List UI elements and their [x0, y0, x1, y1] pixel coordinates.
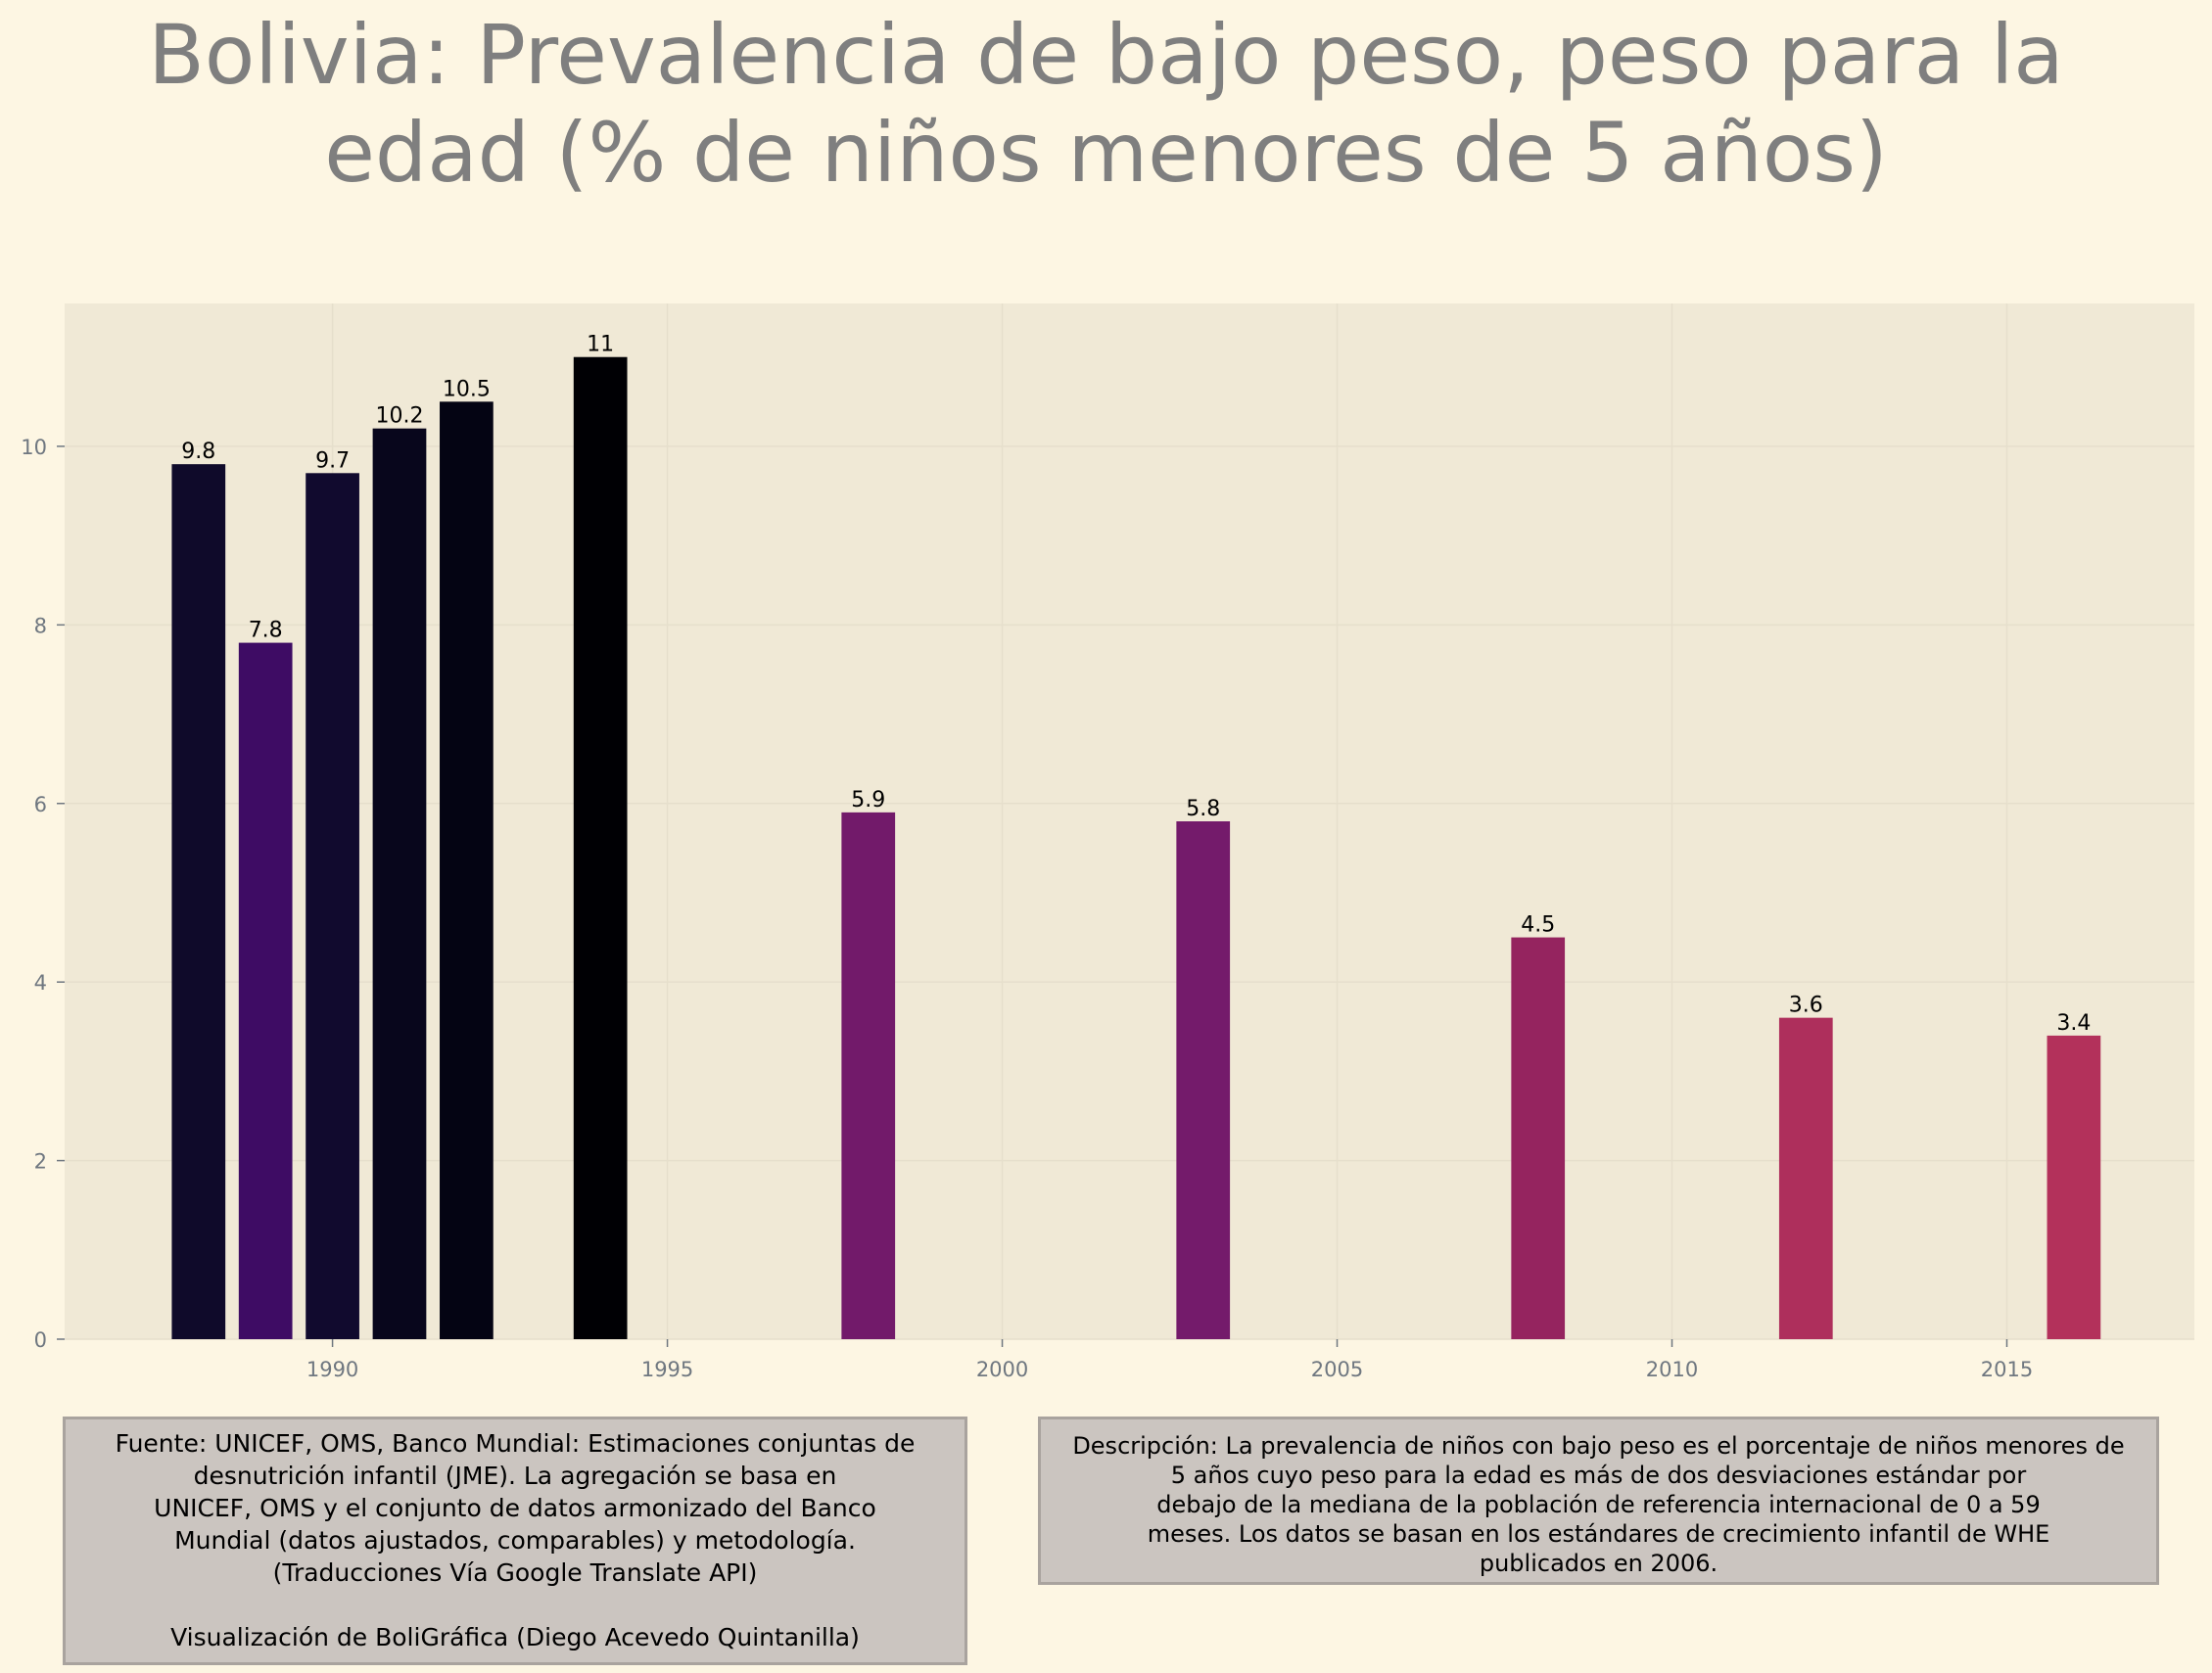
- bar-value-label: 3.4: [2056, 1011, 2091, 1036]
- y-tick-label: 10: [21, 436, 47, 459]
- bar-value-label: 3.6: [1789, 994, 1823, 1018]
- bar-value-label: 10.5: [443, 377, 491, 401]
- data-labels: 9.8 7.8 9.7 10.2 10.5 11 5.9 5.8 4.5 3.6 3.4: [181, 333, 2091, 1036]
- y-tick-label: 2: [34, 1150, 47, 1174]
- bar: [573, 356, 628, 1340]
- bar-value-label: 7.8: [249, 619, 283, 643]
- bar: [372, 428, 427, 1339]
- bar: [1511, 937, 1566, 1339]
- bar: [306, 473, 359, 1339]
- bar-value-label: 10.2: [375, 404, 423, 429]
- y-tick-label: 4: [34, 971, 47, 995]
- x-tick-label: 2005: [1311, 1358, 1363, 1381]
- bar: [171, 464, 226, 1339]
- y-tick-label: 6: [34, 793, 47, 816]
- bar-value-label: 11: [587, 333, 614, 357]
- y-axis: 0 2 4 6 8 10: [21, 436, 65, 1352]
- y-tick-label: 8: [34, 614, 47, 637]
- bar: [440, 401, 494, 1339]
- bars: [171, 356, 2101, 1340]
- bar: [1176, 821, 1231, 1339]
- x-tick-label: 1990: [306, 1358, 358, 1381]
- source-note: Fuente: UNICEF, OMS, Banco Mundial: Esti…: [63, 1417, 967, 1665]
- bar-value-label: 4.5: [1521, 913, 1555, 938]
- bar: [1778, 1017, 1833, 1339]
- bar-value-label: 5.9: [851, 788, 885, 813]
- description-note: Descripción: La prevalencia de niños con…: [1038, 1417, 2159, 1585]
- x-axis: 1990 1995 2000 2005 2010 2015: [306, 1339, 2033, 1381]
- x-tick-label: 2015: [1981, 1358, 2033, 1381]
- y-tick-label: 0: [34, 1328, 47, 1352]
- bar: [2047, 1035, 2101, 1339]
- bar: [841, 812, 896, 1339]
- bar-value-label: 5.8: [1186, 797, 1220, 821]
- bar-value-label: 9.8: [181, 440, 215, 464]
- bar: [238, 642, 293, 1339]
- x-tick-label: 1995: [641, 1358, 693, 1381]
- chart-title: Bolivia: Prevalencia de bajo peso, peso …: [148, 7, 2064, 201]
- bar-value-label: 9.7: [315, 448, 350, 473]
- x-tick-label: 2010: [1646, 1358, 1698, 1381]
- x-tick-label: 2000: [976, 1358, 1028, 1381]
